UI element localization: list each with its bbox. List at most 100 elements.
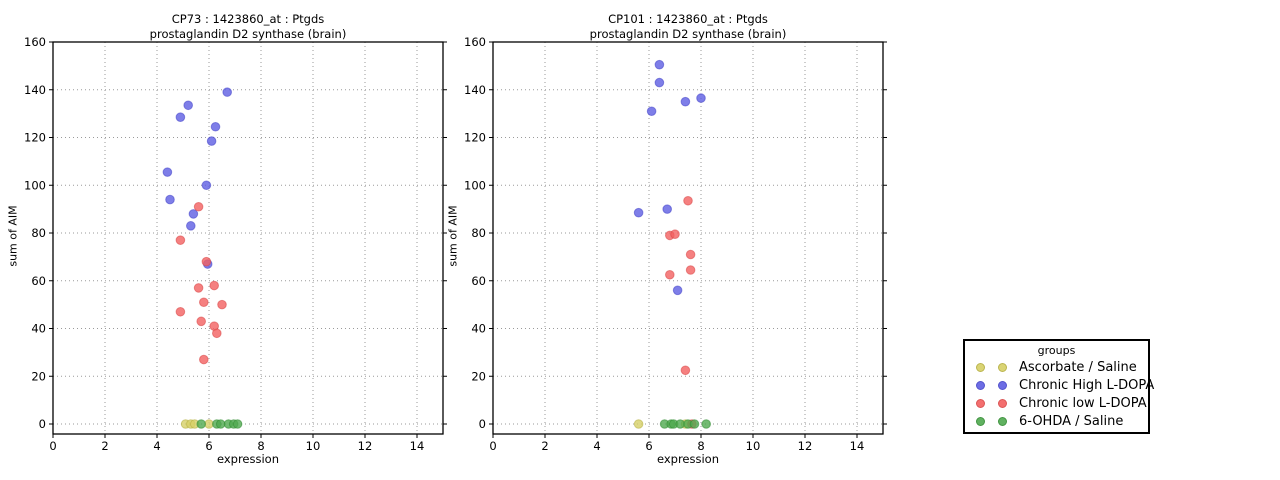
data-point	[183, 100, 193, 111]
data-point	[680, 365, 691, 376]
x-tick-label: 8	[697, 439, 704, 453]
x-axis-label: expression	[216, 452, 280, 466]
data-point	[222, 87, 232, 97]
y-tick-label: 0	[479, 417, 486, 431]
series-red	[175, 201, 227, 365]
y-tick-label: 20	[31, 369, 46, 383]
legend: groups Ascorbate / Saline Chronic High L-…	[963, 339, 1154, 434]
y-tick-label: 120	[24, 131, 46, 145]
plot-cp101: 0 2 4 6 8 10 12 14 0 20 40 60 80 100 120 140 160 CP101 :…	[440, 0, 900, 480]
data-point	[696, 93, 706, 103]
series-yellow	[180, 419, 214, 429]
gridlines	[493, 42, 883, 434]
y-tick-label: 80	[31, 226, 46, 240]
legend-swatch-blue	[976, 380, 985, 390]
data-point	[196, 419, 206, 429]
data-point	[188, 209, 199, 219]
x-tick-label: 10	[306, 439, 321, 453]
legend-swatch-green	[976, 416, 985, 426]
x-tick-label: 10	[746, 439, 761, 453]
data-point	[646, 106, 657, 117]
data-point	[162, 167, 173, 177]
x-tick-label: 2	[101, 439, 108, 453]
plot-title-line2: prostaglandin D2 synthase (brain)	[149, 27, 347, 41]
plot-title-cp101: CP101 : 1423860_at : Ptgds prostaglandin…	[493, 12, 883, 42]
data-point	[685, 265, 696, 275]
x-tick-label: 12	[358, 439, 373, 453]
data-point	[662, 204, 672, 214]
y-tick-label: 120	[464, 131, 486, 145]
data-point	[201, 180, 212, 191]
data-point	[654, 77, 665, 88]
y-tick-label: 0	[39, 417, 46, 431]
data-point	[670, 229, 680, 239]
legend-rows: Ascorbate / Saline Chronic High L-DOPA Chr…	[965, 358, 1154, 430]
legend-title: groups	[1037, 344, 1076, 357]
data-point	[633, 207, 644, 218]
data-point	[199, 354, 209, 365]
legend-entry: Chronic low L-DOPA	[965, 394, 1148, 412]
x-tick-label: 4	[153, 439, 160, 453]
y-tick-label: 140	[24, 83, 46, 97]
data-point	[186, 221, 196, 231]
y-tick-label: 140	[464, 83, 486, 97]
data-point	[217, 299, 227, 310]
legend-swatch-yellow	[998, 362, 1007, 372]
legend-label: Ascorbate / Saline	[1019, 359, 1137, 375]
data-point	[633, 419, 644, 429]
series-green	[659, 419, 712, 429]
legend-label: Chronic High L-DOPA	[1019, 377, 1155, 393]
x-axis-label: expression	[656, 452, 720, 466]
y-tick-label: 100	[24, 178, 46, 192]
data-point	[701, 419, 712, 429]
data-point	[680, 96, 691, 107]
legend-entry: Chronic High L-DOPA	[965, 376, 1154, 394]
x-tick-label: 12	[798, 439, 813, 453]
data-point	[175, 306, 186, 317]
data-point	[175, 235, 186, 245]
y-tick-label: 60	[471, 274, 486, 288]
x-tick-label: 0	[489, 439, 496, 453]
x-tick-label: 2	[541, 439, 548, 453]
legend-entry: 6-OHDA / Saline	[965, 412, 1148, 430]
axes-box	[52, 41, 444, 435]
plot-title-line1: CP101 : 1423860_at : Ptgds	[608, 12, 768, 26]
data-point	[212, 328, 222, 339]
legend-label: Chronic low L-DOPA	[1019, 395, 1147, 411]
data-point	[201, 256, 212, 267]
data-point	[196, 316, 206, 327]
axes-box	[492, 41, 884, 435]
data-point	[685, 249, 696, 260]
data-point	[193, 283, 204, 293]
y-tick-label: 60	[31, 274, 46, 288]
plot-cp73: 0 2 4 6 8 10 12 14 0 20 40 60 80 100 120 140 160 CP73 : …	[0, 0, 460, 480]
data-point	[199, 297, 209, 308]
series-blue	[633, 59, 706, 296]
x-tick-label: 4	[593, 439, 600, 453]
legend-label: 6-OHDA / Saline	[1019, 413, 1124, 429]
data-point	[165, 194, 175, 205]
data-point	[672, 285, 683, 296]
x-tick-label: 0	[49, 439, 56, 453]
data-point	[654, 59, 665, 70]
x-tick-label: 8	[257, 439, 264, 453]
x-tick-label: 14	[410, 439, 425, 453]
legend-entry: Ascorbate / Saline	[965, 358, 1148, 376]
plot-title-line1: CP73 : 1423860_at : Ptgds	[171, 12, 325, 26]
data-point	[210, 121, 221, 132]
y-tick-label: 100	[464, 178, 486, 192]
data-point	[689, 419, 700, 429]
data-point	[209, 280, 219, 291]
y-tick-label: 40	[471, 322, 486, 336]
legend-swatch-blue	[998, 380, 1007, 390]
x-tick-label: 6	[205, 439, 212, 453]
y-tick-label: 40	[31, 322, 46, 336]
ticks	[489, 41, 887, 438]
x-tick-label: 14	[850, 439, 865, 453]
y-tick-label: 80	[471, 226, 486, 240]
